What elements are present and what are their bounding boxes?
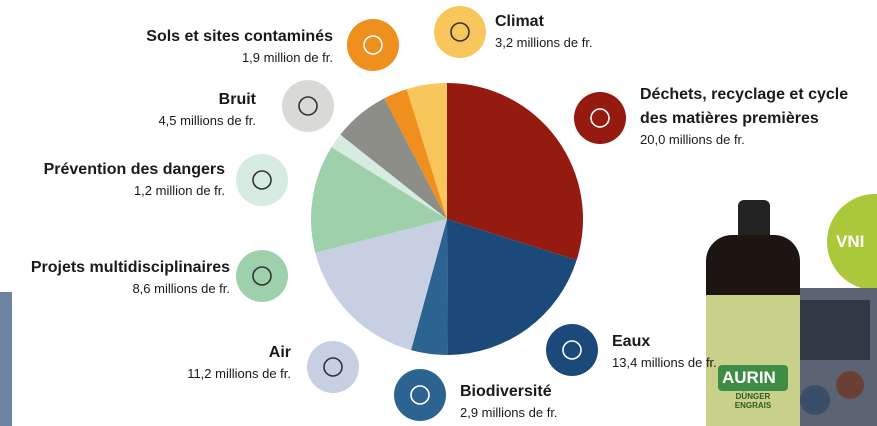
icon-circle (282, 80, 334, 132)
icon-circle (434, 6, 486, 58)
category-label: Déchets, recyclage et cycle des matières… (640, 83, 877, 149)
category-name: Déchets, recyclage et cycle des matières… (640, 83, 877, 131)
page: Climat3,2 millions de fr. Sols et sites c… (0, 0, 877, 426)
category-name: Climat (495, 10, 695, 34)
category-icon (434, 6, 486, 58)
crowd-photo-person (800, 385, 830, 415)
icon-circle (236, 250, 288, 302)
category-icon (574, 92, 626, 144)
category-name: Prévention des dangers (0, 158, 225, 182)
crowd-photo-detail (800, 300, 870, 360)
category-icon (394, 369, 446, 421)
value-label: 20,0 millions de fr. (640, 131, 877, 149)
logo-text: VNI (836, 232, 864, 252)
category-icon (236, 250, 288, 302)
category-name: Air (91, 341, 291, 365)
category-name: Bruit (56, 88, 256, 112)
category-icon (282, 80, 334, 132)
category-icon (307, 341, 359, 393)
value-label: 1,9 million de fr. (93, 49, 333, 67)
category-icon (236, 154, 288, 206)
value-label: 3,2 millions de fr. (495, 34, 695, 52)
value-label: 11,2 millions de fr. (91, 365, 291, 383)
category-name: Biodiversité (460, 380, 640, 404)
value-label: 1,2 million de fr. (0, 182, 225, 200)
icon-circle (394, 369, 446, 421)
category-icon (546, 324, 598, 376)
icon-circle (347, 19, 399, 71)
icon-circle (546, 324, 598, 376)
bottle-product: DÜNGER ENGRAIS (728, 392, 778, 410)
category-name: Projets multidisciplinaires (0, 256, 230, 280)
category-icon (347, 19, 399, 71)
icon-circle (236, 154, 288, 206)
icon-circle (574, 92, 626, 144)
icon-circle (307, 341, 359, 393)
crowd-photo-person (836, 371, 864, 399)
value-label: 2,9 millions de fr. (460, 404, 640, 422)
category-name: Sols et sites contaminés (93, 25, 333, 49)
photo-left (0, 292, 12, 426)
value-label: 8,6 millions de fr. (0, 280, 230, 298)
category-name: Eaux (612, 330, 792, 354)
value-label: 4,5 millions de fr. (56, 112, 256, 130)
bottle-brand: AURIN (722, 368, 776, 388)
